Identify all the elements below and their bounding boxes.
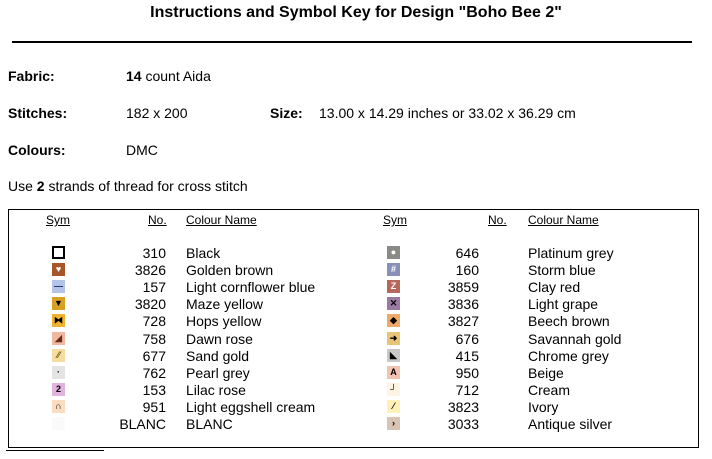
two-icon: 2: [52, 382, 65, 396]
colour-name: Maze yellow: [186, 296, 264, 313]
colour-name: Chrome grey: [528, 347, 609, 364]
triangle-down-icon: ▼: [52, 297, 65, 311]
instruction-prefix: Use: [8, 178, 33, 194]
fabric-count: 14: [126, 68, 142, 84]
colour-name: Dawn rose: [186, 330, 253, 347]
colour-name: Antique silver: [528, 416, 613, 432]
dmc-number: 951: [142, 398, 166, 415]
dmc-number: 728: [142, 313, 166, 330]
dmc-number: 677: [142, 347, 166, 364]
heart-icon: ♥: [52, 263, 65, 277]
stitches-value: 182 x 200: [126, 105, 188, 121]
hash-icon: #: [387, 263, 400, 277]
colour-name: Clay red: [528, 279, 581, 296]
right-sym-header: Sym: [383, 213, 407, 227]
dmc-number: 762: [142, 364, 166, 381]
fabric-label: Fabric:: [8, 68, 55, 84]
colour-name: Golden brown: [186, 262, 274, 279]
right-name-header: Colour Name: [528, 213, 599, 227]
dmc-number: 157: [142, 279, 166, 296]
dmc-number: 3823: [447, 398, 479, 415]
arch-icon: ∩: [52, 399, 65, 413]
left-sym-header: Sym: [46, 213, 70, 227]
z-icon: Z: [387, 280, 400, 294]
circle-icon: ●: [387, 246, 400, 259]
chevron-right-icon: ›: [387, 417, 400, 430]
colour-name: Pearl grey: [186, 364, 250, 381]
arrow-right-icon: ➜: [387, 331, 400, 345]
letter-a-icon: A: [387, 365, 400, 379]
dmc-number: 646: [455, 245, 479, 261]
dmc-number: 676: [455, 330, 479, 347]
x-mark-icon: ✕: [387, 297, 400, 311]
dmc-number: 3836: [447, 296, 479, 313]
dmc-number: 3820: [134, 296, 166, 313]
diagonal-lines-icon: ⁄⁄: [52, 348, 65, 362]
colour-name: Lilac rose: [186, 381, 246, 398]
diamond-icon: ◆: [387, 314, 400, 328]
symbol-key-table: [8, 209, 699, 448]
colour-name: Black: [186, 245, 221, 261]
thread-instruction: Use 2 strands of thread for cross stitch: [8, 178, 248, 194]
colour-name: Storm blue: [528, 262, 596, 279]
dmc-number: 310: [142, 245, 166, 261]
dmc-number: 3033: [447, 416, 479, 432]
square-outline-icon: [52, 246, 65, 259]
instruction-suffix: strands of thread for cross stitch: [48, 178, 248, 194]
dmc-number: 3826: [134, 262, 166, 279]
dmc-number: 3859: [447, 279, 479, 296]
colour-name: Ivory: [528, 398, 559, 415]
colour-name: Sand gold: [186, 347, 250, 364]
colour-name: Light cornflower blue: [186, 279, 316, 296]
fabric-text: count Aida: [145, 68, 211, 84]
dmc-number: 950: [455, 364, 479, 381]
size-value: 13.00 x 14.29 inches or 33.02 x 36.29 cm: [319, 105, 576, 121]
left-name-header: Colour Name: [186, 213, 257, 227]
dmc-number: BLANC: [119, 416, 166, 432]
colour-name: Light eggshell cream: [186, 398, 316, 415]
colour-name: BLANC: [186, 416, 233, 432]
right-no-header: No.: [488, 213, 507, 227]
dmc-number: 3827: [447, 313, 479, 330]
stitches-label: Stitches:: [8, 105, 68, 121]
dmc-number: 758: [142, 330, 166, 347]
page-title: Instructions and Symbol Key for Design "…: [150, 4, 562, 21]
colour-name: Hops yellow: [186, 313, 262, 330]
colour-name: Beech brown: [528, 313, 610, 330]
dot-icon: ·: [52, 365, 65, 379]
dash-icon: —: [52, 280, 65, 294]
left-no-header: No.: [148, 213, 167, 227]
colour-name: Platinum grey: [528, 245, 614, 261]
colour-name: Light grape: [528, 296, 599, 313]
half-triangle-icon: ◢: [52, 331, 65, 345]
title-underline: [12, 41, 692, 43]
dmc-number: 712: [455, 381, 479, 398]
strand-count: 2: [36, 178, 45, 194]
colour-name: Beige: [528, 364, 564, 381]
blank-square-icon: [52, 417, 65, 430]
colour-name: Savannah gold: [528, 330, 622, 347]
slash-icon: ⁄: [387, 399, 400, 413]
fabric-value: 14 count Aida: [126, 68, 211, 84]
corner-triangle-icon: ◣: [387, 348, 400, 362]
corner-bracket-icon: ┘: [387, 382, 400, 396]
dmc-number: 160: [455, 262, 479, 279]
colour-name: Cream: [528, 381, 571, 398]
dmc-number: 415: [455, 347, 479, 364]
colours-value: DMC: [126, 142, 158, 158]
colours-label: Colours:: [8, 142, 66, 158]
size-label: Size:: [270, 105, 303, 121]
footer-rule: [6, 450, 104, 451]
bowtie-icon: ⧓: [52, 314, 65, 328]
dmc-number: 153: [142, 381, 166, 398]
